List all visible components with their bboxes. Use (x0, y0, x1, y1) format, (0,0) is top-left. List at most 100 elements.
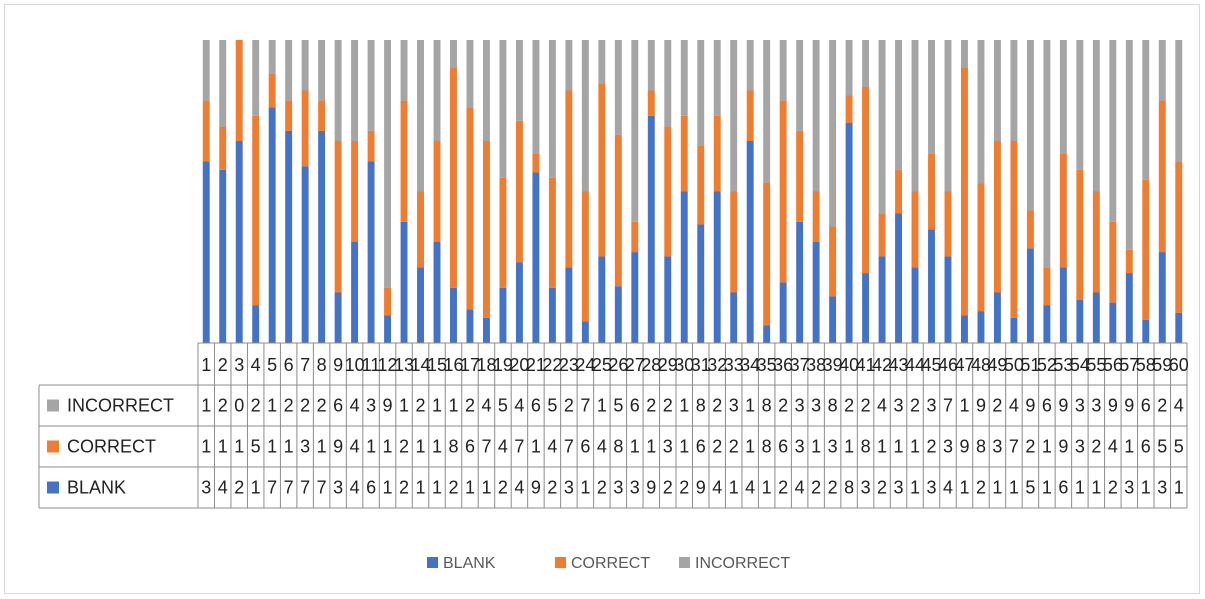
cell-incorrect-26: 5 (613, 396, 623, 416)
bar-incorrect-42 (878, 40, 886, 214)
cell-correct-12: 1 (383, 437, 393, 457)
cell-blank-43: 3 (894, 478, 904, 498)
category-label-47: 47 (954, 355, 974, 375)
legend-key-incorrect (679, 557, 690, 568)
bar-correct-17 (466, 107, 474, 310)
category-label-56: 56 (1103, 355, 1123, 375)
bar-incorrect-50 (1010, 40, 1018, 141)
bar-blank-35 (763, 325, 771, 343)
bar-correct-24 (581, 191, 589, 322)
cell-incorrect-29: 2 (663, 396, 673, 416)
cell-incorrect-4: 2 (251, 396, 261, 416)
cell-incorrect-37: 3 (795, 396, 805, 416)
bar-incorrect-24 (581, 40, 589, 192)
cell-incorrect-7: 2 (300, 396, 310, 416)
category-label-43: 43 (889, 355, 909, 375)
category-label-6: 6 (284, 355, 294, 375)
cell-incorrect-25: 1 (597, 396, 607, 416)
bar-blank-38 (812, 242, 820, 343)
bar-incorrect-17 (466, 40, 474, 108)
bar-correct-14 (417, 191, 424, 268)
category-label-24: 24 (575, 355, 595, 375)
bar-incorrect-52 (1043, 40, 1051, 268)
bar-incorrect-44 (911, 40, 919, 192)
category-label-36: 36 (773, 355, 793, 375)
bar-correct-31 (697, 145, 705, 225)
category-label-37: 37 (790, 355, 810, 375)
cell-blank-35: 1 (762, 478, 772, 498)
cell-blank-32: 4 (712, 478, 722, 498)
bar-correct-40 (845, 95, 853, 123)
bar-correct-35 (763, 182, 771, 326)
cell-blank-15: 1 (432, 478, 442, 498)
legend-key-blank (427, 557, 438, 568)
bar-incorrect-4 (252, 40, 260, 116)
category-label-5: 5 (267, 355, 277, 375)
bar-correct-48 (977, 183, 985, 312)
cell-blank-51: 5 (1025, 478, 1035, 498)
bar-blank-54 (1076, 299, 1084, 343)
bar-correct-25 (598, 83, 606, 257)
cell-incorrect-17: 2 (465, 396, 475, 416)
category-label-32: 32 (707, 355, 727, 375)
cell-correct-30: 1 (679, 437, 689, 457)
bar-incorrect-37 (796, 40, 804, 131)
cell-correct-21: 1 (531, 437, 541, 457)
bar-blank-18 (483, 317, 490, 343)
category-label-10: 10 (345, 355, 365, 375)
cell-incorrect-42: 4 (877, 396, 887, 416)
category-label-16: 16 (443, 355, 463, 375)
category-label-13: 13 (394, 355, 414, 375)
bar-blank-48 (977, 311, 985, 343)
cell-incorrect-8: 2 (317, 396, 327, 416)
bar-blank-40 (845, 122, 853, 343)
cell-blank-12: 1 (383, 478, 393, 498)
cell-incorrect-30: 1 (679, 396, 689, 416)
cell-correct-31: 6 (696, 437, 706, 457)
bar-correct-57 (1125, 249, 1133, 274)
cell-correct-4: 5 (251, 437, 261, 457)
category-label-40: 40 (839, 355, 859, 375)
cell-blank-59: 3 (1157, 478, 1167, 498)
bar-correct-43 (895, 169, 902, 214)
bar-incorrect-45 (928, 40, 935, 154)
bar-incorrect-48 (977, 40, 985, 184)
bar-blank-17 (466, 309, 474, 343)
cell-correct-35: 8 (762, 437, 772, 457)
cell-blank-41: 3 (861, 478, 871, 498)
cell-incorrect-28: 2 (646, 396, 656, 416)
cell-blank-28: 9 (646, 478, 656, 498)
bar-incorrect-9 (334, 40, 342, 141)
cell-correct-29: 3 (663, 437, 673, 457)
cell-correct-54: 3 (1075, 437, 1085, 457)
cell-blank-25: 2 (597, 478, 607, 498)
cell-blank-2: 4 (218, 478, 228, 498)
cell-incorrect-32: 2 (712, 396, 722, 416)
category-label-31: 31 (691, 355, 711, 375)
cell-blank-50: 1 (1009, 478, 1019, 498)
category-label-57: 57 (1119, 355, 1139, 375)
bar-incorrect-10 (351, 40, 359, 141)
cell-incorrect-15: 1 (432, 396, 442, 416)
cell-blank-37: 4 (795, 478, 805, 498)
category-label-55: 55 (1086, 355, 1106, 375)
bar-blank-50 (1010, 317, 1018, 343)
bar-correct-36 (779, 100, 787, 283)
bar-correct-19 (499, 177, 507, 288)
cell-incorrect-58: 6 (1141, 396, 1151, 416)
bar-blank-34 (746, 141, 754, 343)
cell-correct-36: 6 (778, 437, 788, 457)
cell-correct-32: 2 (712, 437, 722, 457)
cell-correct-39: 3 (828, 437, 838, 457)
category-label-35: 35 (757, 355, 777, 375)
bar-blank-47 (961, 315, 968, 343)
cell-incorrect-44: 2 (910, 396, 920, 416)
bar-incorrect-2 (219, 40, 227, 127)
cell-incorrect-40: 2 (844, 396, 854, 416)
cell-correct-52: 1 (1042, 437, 1052, 457)
cell-correct-14: 1 (416, 437, 426, 457)
bar-blank-31 (697, 224, 705, 343)
row-key-blank (47, 481, 59, 494)
cell-incorrect-13: 1 (399, 396, 409, 416)
cell-correct-26: 8 (613, 437, 623, 457)
